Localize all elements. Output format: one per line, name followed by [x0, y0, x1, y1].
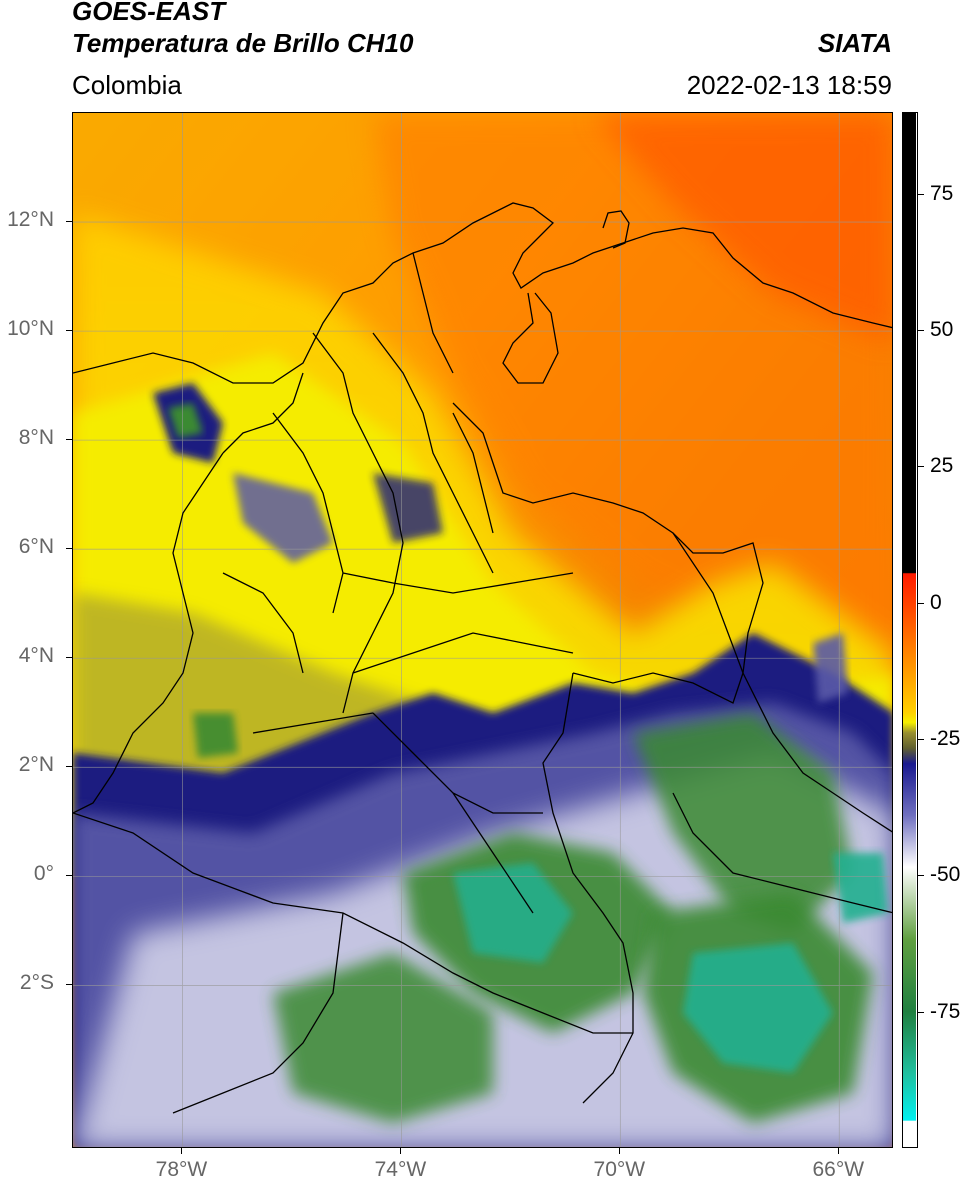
colorbar-tick: [918, 330, 924, 332]
lat-label: 2°S: [19, 971, 54, 995]
lon-label: 78°W: [155, 1158, 208, 1181]
lon-label: 70°W: [593, 1158, 646, 1181]
lon-tick: [400, 1148, 402, 1154]
lat-label: 8°N: [18, 426, 54, 450]
colorbar: [902, 112, 918, 1148]
lat-tick: [66, 221, 72, 223]
title-line1: GOES-EAST: [72, 0, 226, 26]
lat-label: 2°N: [18, 753, 54, 777]
region-label: Colombia: [72, 70, 182, 100]
lat-label: 12°N: [7, 208, 54, 232]
lat-tick: [66, 439, 72, 441]
lat-tick: [66, 766, 72, 768]
colorbar-tick: [918, 193, 924, 195]
colorbar-tick: [918, 1011, 924, 1013]
colorbar-label: -25: [930, 727, 961, 751]
satellite-imagery: [73, 113, 892, 1147]
colorbar-label: 50: [930, 318, 954, 342]
lat-label: 0°: [33, 862, 54, 886]
colorbar-tick: [918, 602, 924, 604]
lat-label: 10°N: [7, 317, 54, 341]
colorbar-label: -50: [930, 863, 961, 887]
colorbar-label: 75: [930, 181, 954, 205]
colorbar-tick: [918, 875, 924, 877]
lon-tick: [838, 1148, 840, 1154]
lat-tick: [66, 984, 72, 986]
colorbar-label: -75: [930, 999, 961, 1023]
lat-label: 4°N: [18, 644, 54, 668]
lat-label: 6°N: [18, 535, 54, 559]
lon-tick: [619, 1148, 621, 1154]
lat-tick: [66, 548, 72, 550]
lon-label: 66°W: [812, 1158, 865, 1181]
colorbar-label: 25: [930, 454, 954, 478]
lat-tick: [66, 875, 72, 877]
organization-label: SIATA: [817, 28, 892, 58]
title-line2: Temperatura de Brillo CH10: [72, 28, 414, 58]
lat-tick: [66, 657, 72, 659]
colorbar-tick: [918, 739, 924, 741]
graticule: [73, 113, 892, 1147]
lat-tick: [66, 330, 72, 332]
colorbar-tick: [918, 466, 924, 468]
lon-tick: [181, 1148, 183, 1154]
lon-label: 74°W: [374, 1158, 427, 1181]
datetime-label: 2022-02-13 18:59: [686, 70, 892, 100]
borders: [73, 202, 892, 1114]
colorbar-label: 0: [930, 590, 942, 614]
satellite-map[interactable]: [72, 112, 893, 1148]
